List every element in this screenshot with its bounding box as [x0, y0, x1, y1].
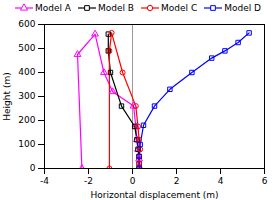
html-text:Model B: Model B [98, 3, 134, 13]
svg-text:400: 400 [18, 67, 35, 77]
html-text:Model A: Model A [34, 3, 71, 13]
html-text:Model C: Model C [161, 3, 198, 13]
svg-text:0: 0 [130, 176, 136, 186]
svg-text:300: 300 [18, 91, 35, 101]
html-text:Model D: Model D [224, 3, 261, 13]
svg-text:100: 100 [18, 139, 35, 149]
svg-text:4: 4 [218, 176, 224, 186]
svg-text:0: 0 [30, 163, 36, 173]
svg-text:Horizontal displacement (m): Horizontal displacement (m) [90, 190, 218, 200]
svg-text:-2: -2 [84, 176, 93, 186]
svg-text:2: 2 [174, 176, 180, 186]
svg-text:Height (m): Height (m) [2, 72, 12, 120]
svg-text:500: 500 [18, 43, 35, 53]
svg-text:-4: -4 [40, 176, 49, 186]
svg-text:200: 200 [18, 115, 35, 125]
svg-text:6: 6 [262, 176, 268, 186]
svg-text:600: 600 [18, 19, 35, 29]
